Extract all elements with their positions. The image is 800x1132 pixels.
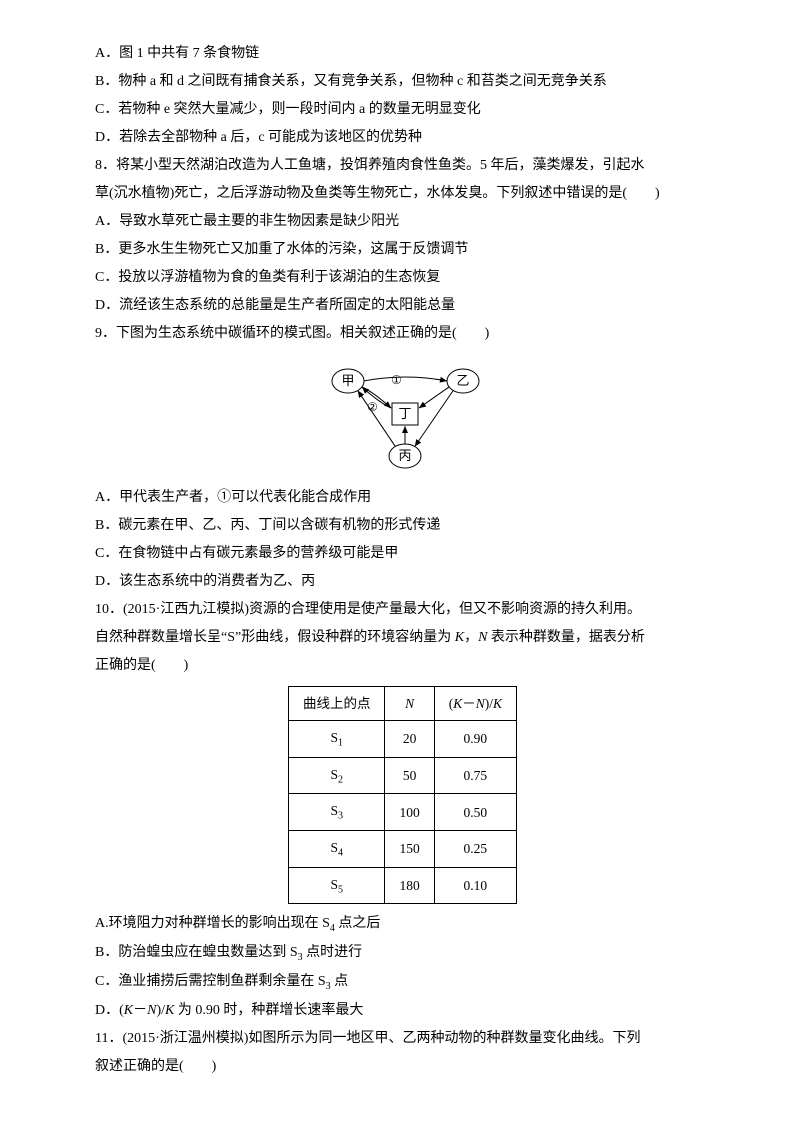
cell-n: 20: [385, 721, 434, 758]
q10D-b: K: [124, 1003, 133, 1018]
svg-text:①: ①: [391, 373, 402, 387]
q10A-b: 点之后: [335, 916, 381, 931]
q10D-g: 为 0.90 时，种群增长速率最大: [174, 1003, 363, 1018]
svg-text:丁: 丁: [398, 406, 411, 421]
q8-stem-line2: 草(沉水植物)死亡，之后浮游动物及鱼类等生物死亡，水体发臭。下列叙述中错误的是(…: [95, 180, 710, 208]
q10-opt-c: C．渔业捕捞后需控制鱼群剩余量在 S3 点: [95, 968, 710, 997]
q10-stem-line1: 10．(2015·江西九江模拟)资源的合理使用是使产量最大化，但又不影响资源的持…: [95, 596, 710, 624]
table-row: S51800.10: [288, 867, 516, 904]
cell-point: S1: [288, 721, 385, 758]
cell-ratio: 0.90: [434, 721, 516, 758]
th-ratio: (K－N)/K: [434, 687, 516, 721]
q10C-b: 点: [331, 974, 349, 989]
q8-opt-c: C．投放以浮游植物为食的鱼类有利于该湖泊的生态恢复: [95, 264, 710, 292]
q10-opt-d: D．(K－N)/K 为 0.90 时，种群增长速率最大: [95, 997, 710, 1025]
svg-text:乙: 乙: [456, 373, 469, 388]
q8-opt-b: B．更多水生生物死亡又加重了水体的污染，这属于反馈调节: [95, 236, 710, 264]
cell-ratio: 0.10: [434, 867, 516, 904]
q9-opt-b: B．碳元素在甲、乙、丙、丁间以含碳有机物的形式传递: [95, 512, 710, 540]
svg-text:②: ②: [367, 400, 378, 414]
svg-text:丙: 丙: [398, 448, 411, 463]
q8-opt-a: A．导致水草死亡最主要的非生物因素是缺少阳光: [95, 208, 710, 236]
q7-opt-b: B．物种 a 和 d 之间既有捕食关系，又有竞争关系，但物种 c 和苔类之间无竞…: [95, 68, 710, 96]
table-row: S41500.25: [288, 831, 516, 868]
carbon-cycle-diagram-svg: 甲 乙丙 丁 ①②: [313, 356, 493, 476]
q9-opt-c: C．在食物链中占有碳元素最多的营养级可能是甲: [95, 540, 710, 568]
q10-stem-line2: 自然种群数量增长呈“S”形曲线，假设种群的环境容纳量为 K，N 表示种群数量，据…: [95, 624, 710, 652]
cell-ratio: 0.50: [434, 794, 516, 831]
cell-ratio: 0.25: [434, 831, 516, 868]
cell-point: S2: [288, 757, 385, 794]
th3-e: )/: [485, 696, 493, 711]
cell-n: 50: [385, 757, 434, 794]
cell-n: 150: [385, 831, 434, 868]
q7-opt-c: C．若物种 e 突然大量减少，则一段时间内 a 的数量无明显变化: [95, 96, 710, 124]
q9-diagram: 甲 乙丙 丁 ①②: [95, 356, 710, 476]
th-point: 曲线上的点: [288, 687, 385, 721]
table-row: S31000.50: [288, 794, 516, 831]
q7-opt-a: A．图 1 中共有 7 条食物链: [95, 40, 710, 68]
q11-stem-line1: 11．(2015·浙江温州模拟)如图所示为同一地区甲、乙两种动物的种群数量变化曲…: [95, 1025, 710, 1053]
cell-point: S3: [288, 794, 385, 831]
th3-b: K: [453, 696, 462, 711]
q11-stem-line2: 叙述正确的是( ): [95, 1053, 710, 1081]
q10-stem2-K: K: [455, 630, 464, 645]
q9-opt-d: D．该生态系统中的消费者为乙、丙: [95, 568, 710, 596]
th-N: N: [385, 687, 434, 721]
q10D-c: －: [133, 1003, 147, 1018]
q8-stem-line1: 8．将某小型天然湖泊改造为人工鱼塘，投饵养殖肉食性鱼类。5 年后，藻类爆发，引起…: [95, 152, 710, 180]
th3-d: N: [476, 696, 485, 711]
cell-point: S5: [288, 867, 385, 904]
q10-opt-b: B．防治蝗虫应在蝗虫数量达到 S3 点时进行: [95, 939, 710, 968]
q10B-b: 点时进行: [303, 945, 363, 960]
cell-ratio: 0.75: [434, 757, 516, 794]
q7-opt-d: D．若除去全部物种 a 后，c 可能成为该地区的优势种: [95, 124, 710, 152]
cell-point: S4: [288, 831, 385, 868]
table-row: S2500.75: [288, 757, 516, 794]
q10D-f: K: [165, 1003, 174, 1018]
q8-opt-d: D．流经该生态系统的总能量是生产者所固定的太阳能总量: [95, 292, 710, 320]
q10D-e: )/: [156, 1003, 165, 1018]
table-header-row: 曲线上的点 N (K－N)/K: [288, 687, 516, 721]
q10D-a: D．(: [95, 1003, 124, 1018]
q10-stem-line3: 正确的是( ): [95, 652, 710, 680]
q10-table: 曲线上的点 N (K－N)/K S1200.90S2500.75S31000.5…: [288, 686, 517, 904]
q10-stem2-a: 自然种群数量增长呈“S”形曲线，假设种群的环境容纳量为: [95, 630, 455, 645]
q10-opt-a: A.环境阻力对种群增长的影响出现在 S4 点之后: [95, 910, 710, 939]
q9-stem: 9．下图为生态系统中碳循环的模式图。相关叙述正确的是( ): [95, 320, 710, 348]
q10B-a: B．防治蝗虫应在蝗虫数量达到 S: [95, 945, 298, 960]
q10C-a: C．渔业捕捞后需控制鱼群剩余量在 S: [95, 974, 326, 989]
cell-n: 180: [385, 867, 434, 904]
q9-opt-a: A．甲代表生产者，①可以代表化能合成作用: [95, 484, 710, 512]
q10A-a: A.环境阻力对种群增长的影响出现在 S: [95, 916, 330, 931]
q10-stem2-N: N: [478, 630, 487, 645]
q10-stem2-c: ，: [464, 630, 478, 645]
table-row: S1200.90: [288, 721, 516, 758]
q10-stem2-e: 表示种群数量，据表分析: [487, 630, 645, 645]
th-N-text: N: [405, 696, 414, 711]
svg-text:甲: 甲: [341, 373, 354, 388]
th3-f: K: [493, 696, 502, 711]
cell-n: 100: [385, 794, 434, 831]
th3-c: －: [462, 696, 476, 711]
